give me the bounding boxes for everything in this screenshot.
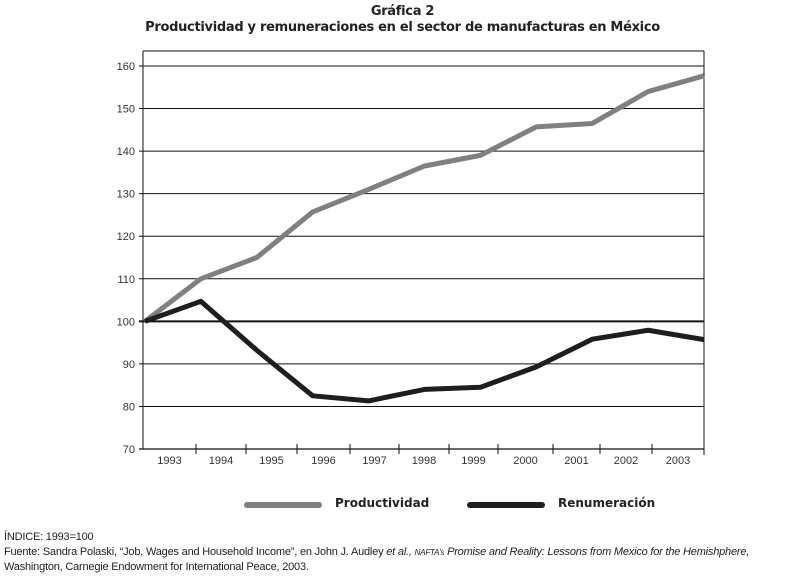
y-tick-label: 90 [123, 359, 135, 371]
source-line-2: Washington, Carnegie Endowment for Inter… [4, 561, 309, 573]
x-tick-label: 2003 [666, 455, 690, 467]
x-tick-label: 1999 [461, 455, 485, 467]
legend-label-productividad: Productividad [335, 496, 430, 510]
y-tick-label: 150 [117, 104, 135, 116]
y-tick-label: 110 [117, 274, 135, 286]
y-tick-label: 80 [123, 401, 135, 413]
y-tick-label: 70 [123, 444, 135, 456]
series-line-renumeracion [144, 298, 705, 404]
x-tick-label: 1998 [412, 455, 436, 467]
x-tick-label: 1996 [311, 455, 335, 467]
chart-title: Gráfica 2 [370, 4, 435, 19]
x-tick-label: 2000 [513, 455, 537, 467]
source-line-1: Fuente: Sandra Polaski, “Job, Wages and … [4, 546, 749, 558]
source-etal: et al., [386, 546, 412, 558]
legend-label-renumeracion: Renumeración [558, 496, 656, 510]
legend-swatch-productividad [244, 502, 322, 508]
y-tick-label: 130 [117, 189, 135, 201]
y-tick-label: 160 [117, 61, 135, 73]
x-tick-label: 1993 [157, 455, 181, 467]
x-tick-label: 2002 [614, 455, 638, 467]
x-tick-label: 1997 [362, 455, 386, 467]
source-nafta: NAFTA’s [414, 548, 445, 557]
x-tick-label: 1995 [259, 455, 283, 467]
y-tick-label: 120 [117, 231, 135, 243]
source-prefix: Fuente: Sandra Polaski, “Job, Wages and … [4, 546, 387, 558]
source-book: Promise and Reality: Lessons from Mexico… [444, 546, 750, 558]
y-tick-label: 140 [117, 146, 135, 158]
y-tick-label: 100 [117, 316, 135, 328]
series-line-productividad [143, 73, 705, 324]
x-tick-label: 2001 [564, 455, 588, 467]
chart-subtitle: Productividad y remuneraciones en el sec… [145, 20, 660, 35]
line-chart: 70 80 90 100 110 120 130 140 150 160 1993 1994 1995 1… [117, 50, 705, 467]
index-note: ÍNDICE: 1993=100 [4, 531, 94, 543]
legend-swatch-renumeracion [467, 502, 545, 508]
x-tick-label: 1994 [209, 455, 233, 467]
